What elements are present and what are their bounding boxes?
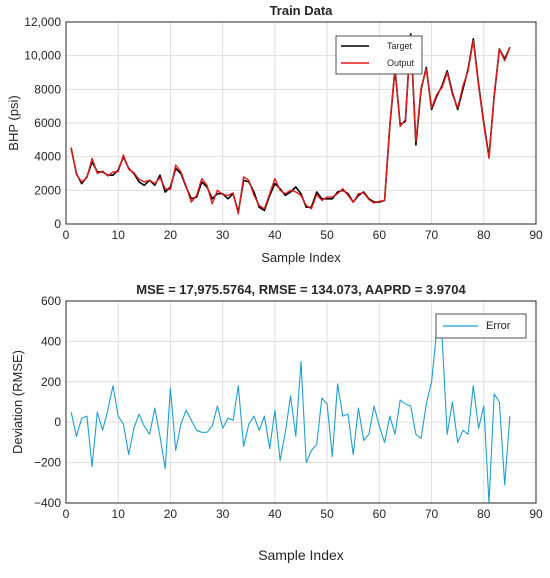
y-tick-label: −400	[34, 496, 61, 510]
train-data-chart: Train Data 0 2000 4000 6000 8000 10,000 12,000…	[6, 3, 543, 265]
y-tick-label: 10,000	[24, 49, 61, 63]
x-tick-label: 0	[63, 507, 70, 521]
y-tick-label: 8000	[34, 82, 61, 96]
y-tick-label: 6000	[34, 116, 61, 130]
x-tick-label: 10	[112, 507, 126, 521]
x-tick-label: 90	[529, 507, 543, 521]
y-tick-label: 200	[41, 375, 61, 389]
legend: Target Output	[335, 35, 423, 75]
x-tick-label: 60	[373, 228, 387, 242]
x-tick-labels: 0 10 20 30 40 50 60 70 80 90	[63, 507, 543, 521]
x-tick-label: 40	[268, 228, 282, 242]
series-group	[70, 32, 511, 215]
y-tick-labels: 0 2000 4000 6000 8000 10,000 12,000	[24, 15, 61, 231]
y-tick-labels: −400 −200 0 200 400 600	[34, 294, 61, 510]
legend-box	[335, 35, 423, 75]
x-tick-label: 10	[112, 228, 126, 242]
x-tick-label: 30	[216, 507, 230, 521]
x-tick-label: 50	[320, 507, 334, 521]
x-tick-labels: 0 10 20 30 40 50 60 70 80 90	[63, 228, 543, 242]
x-tick-label: 30	[216, 228, 230, 242]
y-tick-label: 2000	[34, 183, 61, 197]
y-tick-label: 12,000	[24, 15, 61, 29]
bottom-axis-caption: Sample Index	[258, 547, 344, 563]
x-axis-label: Sample Index	[261, 250, 341, 265]
x-tick-label: 20	[164, 228, 178, 242]
y-tick-label: 4000	[34, 150, 61, 164]
chart-title: MSE = 17,975.5764, RMSE = 134.073, AAPRD…	[136, 282, 466, 297]
x-tick-label: 0	[63, 228, 70, 242]
plot-area	[65, 21, 537, 225]
x-tick-label: 90	[529, 228, 543, 242]
plot-area	[65, 300, 537, 504]
y-tick-label: 0	[54, 217, 61, 231]
x-tick-label: 20	[164, 507, 178, 521]
y-tick-label: −200	[34, 456, 61, 470]
legend-label-output: Output	[387, 58, 415, 68]
legend: Error	[435, 313, 527, 339]
x-tick-label: 70	[425, 507, 439, 521]
y-axis-label: BHP (psi)	[6, 95, 21, 150]
y-tick-label: 0	[54, 415, 61, 429]
y-tick-label: 400	[41, 334, 61, 348]
legend-label-target: Target	[387, 41, 413, 51]
y-axis-label: Deviation (RMSE)	[10, 350, 25, 454]
x-tick-label: 80	[477, 228, 491, 242]
series-line-output	[70, 34, 511, 215]
x-tick-label: 60	[373, 507, 387, 521]
x-tick-label: 70	[425, 228, 439, 242]
x-tick-label: 80	[477, 507, 491, 521]
y-tick-label: 600	[41, 294, 61, 308]
error-chart: MSE = 17,975.5764, RMSE = 134.073, AAPRD…	[10, 282, 543, 521]
x-tick-label: 40	[268, 507, 282, 521]
legend-label-error: Error	[486, 320, 511, 332]
x-tick-label: 50	[320, 228, 334, 242]
chart-title: Train Data	[270, 3, 334, 18]
